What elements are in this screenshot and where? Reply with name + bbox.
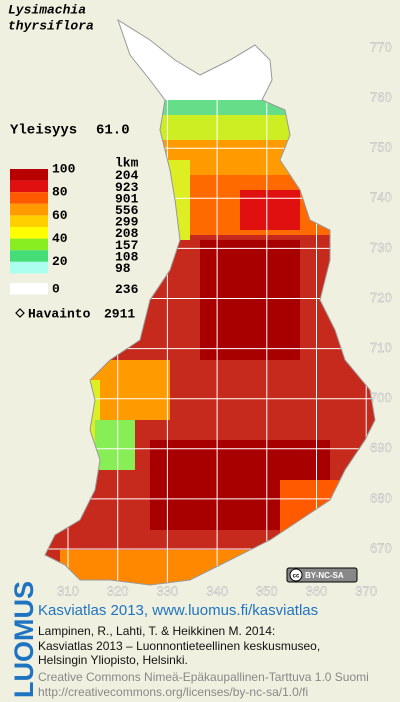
observation-symbol [15,308,25,318]
legend-swatch [10,261,48,274]
y-grid-label: 730 [370,240,392,255]
legend-swatch [10,250,48,262]
legend-count: 98 [115,261,131,276]
legend-count: 901 [115,191,139,206]
x-grid-label: 330 [157,583,179,598]
legend-count: 236 [115,282,139,297]
legend-swatch [10,238,48,251]
citation: Lampinen, R., Lahti, T. & Heikkinen M. 2… [38,624,275,638]
legend-count: 204 [115,168,139,183]
cc-icon [289,568,303,582]
species-name: thyrsiflora [8,18,94,33]
legend-header: lkm [115,155,139,170]
y-grid-label: 670 [370,540,392,555]
license-text: Creative Commons Nimeä-Epäkaupallinen-Ta… [38,670,369,684]
frequency-label: Yleisyys [10,123,77,139]
license-badge-text: BY-NC-SA [305,571,344,580]
legend-scale: 20 [52,254,68,269]
citation: Helsingin Yliopisto, Helsinki. [38,653,188,667]
license-badge [286,567,358,583]
y-grid-label: 740 [370,190,392,205]
frequency-value: 61.0 [96,123,130,139]
legend-swatch [10,203,48,216]
license-url: http://creativecommons.org/licenses/by-n… [38,685,308,699]
legend-count: 556 [115,203,139,218]
legend-swatch [10,169,48,181]
observation-count: 2911 [104,306,135,321]
legend-count: 108 [115,249,139,264]
x-grid-label: 320 [107,583,129,598]
y-grid-label: 750 [370,140,392,155]
legend-scale: 40 [52,231,68,246]
x-grid-label: 310 [57,583,79,598]
y-grid-label: 680 [370,490,392,505]
y-grid-label: 720 [370,290,392,305]
legend-swatch [10,227,48,239]
legend-scale: 80 [52,185,68,200]
legend-swatch [10,283,48,295]
legend-swatch [10,192,48,204]
y-grid-label: 760 [370,90,392,105]
legend-swatch [10,215,48,227]
x-grid-label: 350 [256,583,278,598]
x-grid-label: 360 [306,583,328,598]
cc-icon-text: cc [293,574,300,580]
legend-count: 299 [115,215,139,230]
observation-label: Havainto [28,306,91,321]
citation: Kasviatlas 2013 – Luonnontieteellinen ke… [38,639,320,653]
legend-count: 157 [115,238,138,253]
legend-scale: 100 [52,161,76,176]
y-grid-label: 690 [370,440,392,455]
footer-link: Kasviatlas 2013, www.luomus.fi/kasviatla… [38,602,318,619]
grid-labels: 770 760 750 740 730 720 710 700 690 680 670 310 320 3… [57,39,392,598]
x-grid-label: 370 [355,583,377,598]
species-name: Lysimachia [8,2,86,17]
x-grid-label: 340 [206,583,228,598]
y-grid-label: 700 [370,390,392,405]
y-grid-label: 770 [370,39,392,54]
legend-count: 923 [115,180,139,195]
legend-count: 208 [115,226,139,241]
legend-swatch [10,180,48,193]
legend-scale: 0 [52,281,60,296]
y-grid-label: 710 [370,340,392,355]
legend-scale: 60 [52,208,68,223]
logo: LUOMUS [9,581,39,698]
